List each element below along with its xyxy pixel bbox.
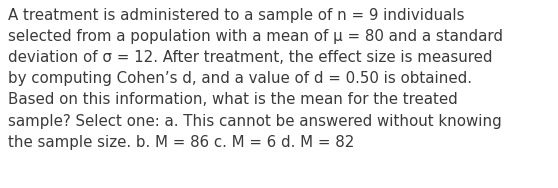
Text: A treatment is administered to a sample of n = 9 individuals
selected from a pop: A treatment is administered to a sample … (8, 8, 503, 150)
